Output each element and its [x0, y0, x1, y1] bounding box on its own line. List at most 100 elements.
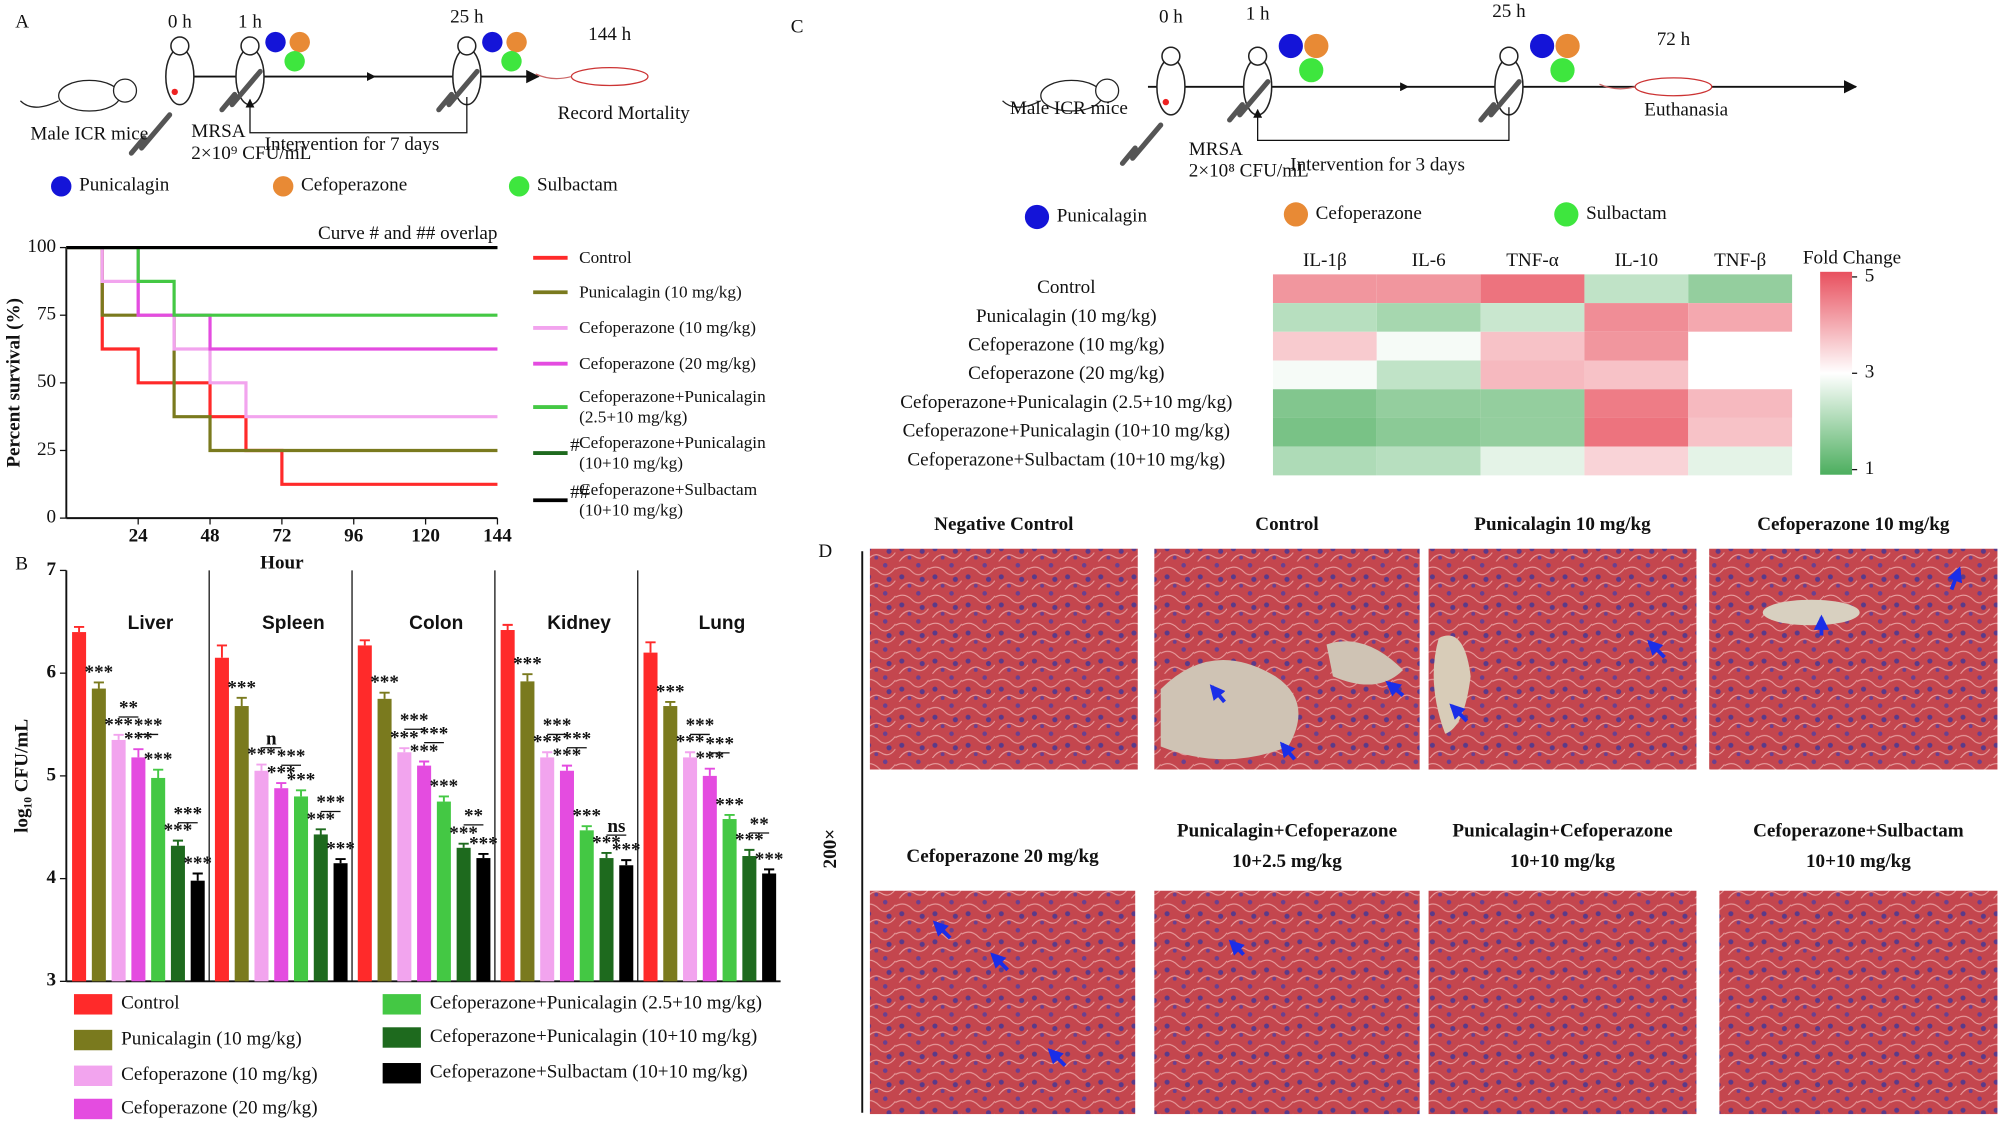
subject-label: Male ICR mice — [1010, 98, 1128, 119]
x-tick-label: 72 — [272, 526, 291, 547]
group-label: Colon — [409, 613, 463, 634]
error-bar — [581, 825, 592, 831]
significance-label: *** — [656, 681, 685, 702]
x-tick-label: 48 — [200, 526, 219, 547]
bar — [643, 652, 658, 982]
error-bar — [458, 842, 469, 848]
x-tick-label: 120 — [411, 526, 440, 547]
histology-image — [1428, 548, 1697, 770]
group-label: Lung — [699, 613, 746, 634]
histology-image — [1428, 890, 1697, 1115]
bar — [190, 880, 205, 982]
drug-dot — [501, 51, 522, 72]
time-label: 0 h — [168, 11, 192, 32]
mouse-icon — [165, 47, 195, 106]
row-label: Cefoperazone+Sulbactam (10+10 mg/kg) — [907, 449, 1225, 470]
drug-dot — [482, 31, 503, 53]
mouse-icon — [58, 79, 121, 112]
significance-label: *** — [735, 829, 764, 850]
comparison-label: *** — [173, 804, 202, 825]
heat-cell — [1688, 303, 1793, 332]
colorbar-tick-label: 1 — [1865, 458, 1875, 479]
image-title: 10+10 mg/kg — [1510, 851, 1615, 872]
comparison-label: *** — [563, 729, 592, 750]
y-tick-label: 50 — [37, 371, 56, 392]
bar — [476, 858, 491, 982]
y-tick-label: 6 — [47, 662, 57, 683]
mouse-head — [1161, 46, 1181, 66]
intervention-label: Intervention for 7 days — [265, 134, 440, 155]
error-bar — [601, 851, 612, 859]
heat-cell — [1688, 417, 1793, 447]
intervention-bracket — [245, 96, 468, 134]
bar — [234, 706, 249, 982]
heat-cell — [1480, 389, 1585, 418]
legend-swatch — [73, 1098, 113, 1120]
significance-label: *** — [572, 806, 601, 827]
colorbar-title: Fold Change — [1803, 247, 1901, 268]
significance-label: *** — [267, 763, 296, 784]
mouse-head — [112, 78, 138, 103]
lesion-arrow — [1047, 1048, 1067, 1067]
drug-dot — [265, 31, 286, 53]
legend-label-box: Cefoperazone (20 mg/kg) — [579, 353, 756, 372]
y-axis-label: log₁₀ CFU/mL — [11, 719, 32, 833]
error-bar — [522, 673, 533, 682]
bar — [500, 630, 515, 982]
time-label: 1 h — [238, 11, 262, 32]
panel-label: B — [15, 554, 28, 575]
legend-label: Punicalagin (10 mg/kg) — [579, 282, 742, 302]
significance-label: *** — [469, 833, 498, 854]
lesion-arrow — [932, 920, 952, 940]
bar — [702, 775, 717, 982]
error-bar — [192, 872, 203, 881]
legend-dot — [508, 176, 530, 197]
drug-legend-label: Cefoperazone — [301, 175, 407, 196]
comparison-label: n — [266, 729, 277, 750]
legend-label-box: Cefoperazone+Punicalagin (2.5+10 mg/kg) — [579, 387, 766, 427]
error-bar — [216, 644, 228, 658]
drug-legend-label: Punicalagin — [79, 175, 170, 196]
heat-cell — [1272, 417, 1377, 447]
significance-label: *** — [715, 794, 744, 815]
error-bar — [73, 625, 85, 633]
legend-label: Cefoperazone (10 mg/kg) — [579, 317, 756, 337]
error-bar — [315, 828, 326, 835]
bar — [72, 632, 87, 982]
image-title: Punicalagin+Cefoperazone — [1177, 820, 1397, 841]
legend-label: Cefoperazone+Sulbactam (10+10 mg/kg) — [430, 1062, 748, 1083]
heat-cell — [1480, 446, 1585, 476]
significance-label: *** — [144, 749, 173, 770]
bar — [436, 801, 451, 982]
error-bar — [764, 868, 775, 874]
significance-label: *** — [104, 714, 133, 735]
legend-label-box: Cefoperazone+Sulbactam (10+10 mg/kg) — [579, 480, 757, 520]
error-bar — [276, 782, 287, 789]
image-title: Punicalagin+Cefoperazone — [1452, 820, 1672, 841]
comparison-label: *** — [316, 792, 345, 813]
legend-dot — [51, 176, 72, 197]
magnification-label: 200× — [820, 829, 841, 869]
mouse-head — [1095, 78, 1120, 103]
legend-swatch — [382, 994, 421, 1015]
significance-label: *** — [676, 732, 705, 753]
column-label: TNF-β — [1714, 250, 1766, 271]
bar — [151, 777, 166, 982]
image-title: 10+10 mg/kg — [1806, 851, 1911, 872]
error-bar — [172, 839, 184, 846]
heat-cell — [1584, 331, 1689, 361]
histology-image — [869, 548, 1138, 770]
inoculum-label: 2×10⁹ CFU/mL — [191, 143, 311, 164]
legend-swatch — [382, 1027, 421, 1048]
row-label: Punicalagin (10 mg/kg) — [976, 306, 1157, 327]
group-label: Liver — [128, 613, 174, 634]
legend-dot — [1283, 202, 1309, 227]
endpoint-label: Record Mortality — [558, 103, 691, 124]
heat-cell — [1584, 389, 1689, 418]
survival-line — [66, 245, 498, 419]
error-bar — [744, 848, 755, 857]
error-bar — [256, 763, 267, 771]
time-label: 144 h — [588, 24, 631, 45]
error-bar — [93, 681, 104, 689]
